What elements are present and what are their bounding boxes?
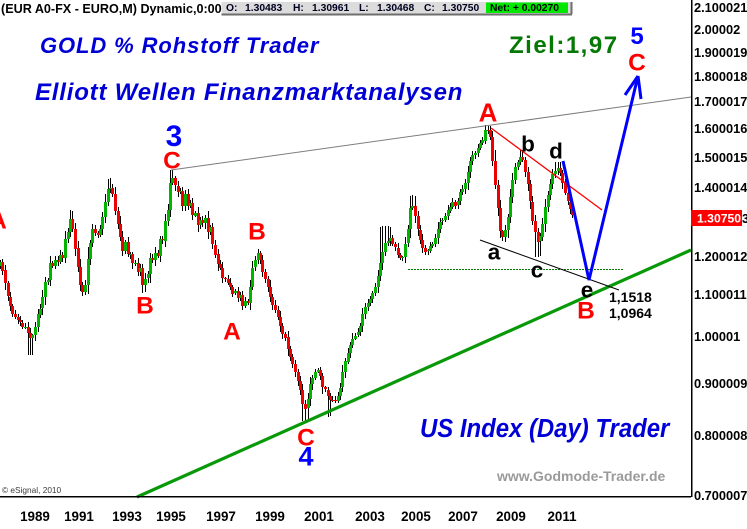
svg-text:Elliott Wellen Finanzmarktanal: Elliott Wellen Finanzmarktanalysen [35,79,463,106]
svg-text:1.200012: 1.200012 [694,249,747,264]
svg-text:www.Godmode-Trader.de: www.Godmode-Trader.de [496,468,666,484]
svg-text:0.800008: 0.800008 [694,428,747,443]
svg-text:1997: 1997 [206,509,236,524]
svg-text:1.700017: 1.700017 [694,94,747,109]
svg-text:O:: O: [226,3,237,14]
svg-text:A: A [223,319,241,346]
svg-text:1995: 1995 [156,509,186,524]
svg-text:C: C [163,148,181,175]
svg-text:1.800018: 1.800018 [694,69,747,84]
svg-text:5: 5 [630,23,643,50]
svg-text:1,1518: 1,1518 [609,289,652,305]
svg-text:1.400014: 1.400014 [694,180,747,195]
svg-text:1,0964: 1,0964 [609,305,652,321]
svg-text:2005: 2005 [401,509,431,524]
svg-text:1999: 1999 [255,509,285,524]
svg-text:1.30961: 1.30961 [312,3,349,14]
svg-text:C:: C: [424,3,435,14]
svg-text:1991: 1991 [64,509,94,524]
svg-text:2007: 2007 [448,509,478,524]
svg-text:2.100021: 2.100021 [694,0,747,15]
svg-text:B: B [248,219,266,246]
svg-text:1.600016: 1.600016 [694,121,747,136]
svg-text:1.30483: 1.30483 [245,3,282,14]
svg-text:1.30750: 1.30750 [442,3,479,14]
svg-text:B: B [577,298,595,325]
svg-text:C: C [628,50,646,77]
svg-text:1993: 1993 [112,509,142,524]
svg-text:1.00001: 1.00001 [694,329,740,344]
svg-text:Net: + 0.00270: Net: + 0.00270 [490,3,559,14]
svg-text:2011: 2011 [547,509,577,524]
svg-text:1.500015: 1.500015 [694,150,747,165]
svg-text:Ziel:1,97: Ziel:1,97 [509,32,619,59]
svg-text:e: e [581,278,594,303]
svg-text:a: a [488,240,501,265]
svg-text:GOLD % Rohstoff Trader: GOLD % Rohstoff Trader [40,33,320,58]
svg-text:1.900019: 1.900019 [694,45,747,60]
svg-text:3: 3 [742,211,747,226]
svg-text:C: C [297,425,315,452]
svg-text:B: B [136,293,154,320]
svg-text:3: 3 [166,120,183,153]
svg-text:US Index (Day) Trader: US Index (Day) Trader [420,414,671,443]
svg-text:1.30750: 1.30750 [697,212,741,226]
svg-text:H:: H: [293,3,304,14]
svg-text:d: d [549,139,563,164]
svg-text:2003: 2003 [355,509,385,524]
svg-text:c: c [531,258,544,283]
svg-text:1.100011: 1.100011 [694,287,747,302]
svg-text:1.30468: 1.30468 [377,3,414,14]
svg-text:2009: 2009 [496,509,526,524]
svg-text:A: A [0,208,7,235]
svg-text:2001: 2001 [304,509,334,524]
svg-text:1989: 1989 [20,509,50,524]
svg-text:4: 4 [298,442,313,472]
svg-text:A: A [479,98,498,128]
svg-text:© eSignal, 2010: © eSignal, 2010 [2,485,62,495]
svg-text:L:: L: [359,3,369,14]
svg-text:0.700007: 0.700007 [694,488,747,503]
svg-text:(EUR A0-FX - EURO,M) Dynamic,0: (EUR A0-FX - EURO,M) Dynamic,0:00 [1,2,222,16]
svg-text:b: b [521,132,535,157]
svg-text:2.00002: 2.00002 [694,22,740,37]
svg-text:0.900009: 0.900009 [694,376,747,391]
